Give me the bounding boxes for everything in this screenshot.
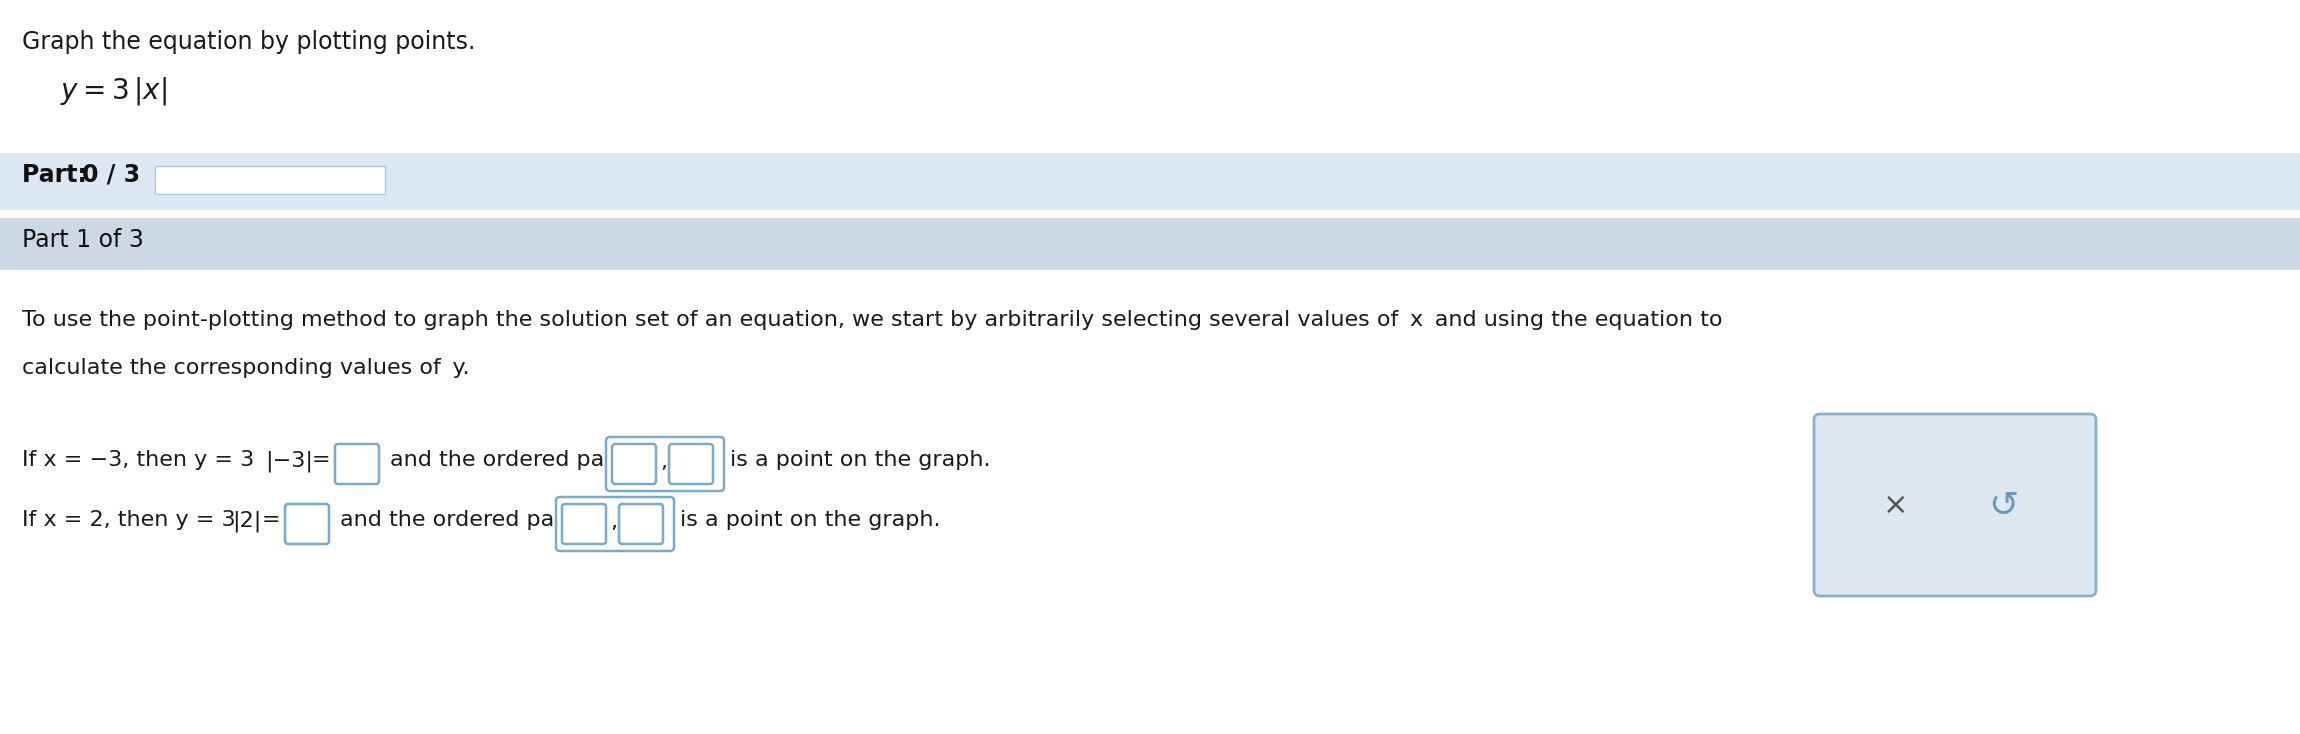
Text: |2|: |2|	[232, 510, 262, 531]
Text: ↺: ↺	[1990, 488, 2019, 522]
Text: ×: ×	[1884, 490, 1909, 520]
Bar	[0, 153, 2300, 210]
Text: ,: ,	[610, 512, 616, 532]
Text: calculate the corresponding values of  y.: calculate the corresponding values of y.	[23, 358, 469, 378]
Bar	[0, 218, 2300, 270]
Text: Part:: Part:	[23, 163, 94, 187]
Text: =: =	[313, 450, 331, 470]
FancyBboxPatch shape	[561, 504, 605, 544]
FancyBboxPatch shape	[1815, 414, 2095, 596]
FancyBboxPatch shape	[336, 444, 380, 484]
FancyBboxPatch shape	[619, 504, 662, 544]
Text: Graph the equation by plotting points.: Graph the equation by plotting points.	[23, 30, 476, 54]
Text: 0 / 3: 0 / 3	[83, 163, 140, 187]
FancyBboxPatch shape	[612, 444, 656, 484]
Text: and the ordered pair: and the ordered pair	[391, 450, 619, 470]
Text: To use the point-plotting method to graph the solution set of an equation, we st: To use the point-plotting method to grap…	[23, 310, 1723, 330]
Text: $y=3\,|x|$: $y=3\,|x|$	[60, 75, 168, 107]
Text: Part 1 of 3: Part 1 of 3	[23, 228, 145, 252]
Text: is a point on the graph.: is a point on the graph.	[729, 450, 991, 470]
Text: =: =	[262, 510, 281, 530]
FancyBboxPatch shape	[669, 444, 713, 484]
Text: |−3|: |−3|	[264, 450, 313, 471]
FancyBboxPatch shape	[285, 504, 329, 544]
Text: ,: ,	[660, 452, 667, 472]
Text: is a point on the graph.: is a point on the graph.	[681, 510, 941, 530]
Text: and the ordered pair: and the ordered pair	[340, 510, 570, 530]
Bar	[154, 166, 384, 194]
FancyBboxPatch shape	[557, 497, 674, 551]
Text: If x = −3, then y = 3: If x = −3, then y = 3	[23, 450, 255, 470]
Text: If x = 2, then y = 3: If x = 2, then y = 3	[23, 510, 235, 530]
FancyBboxPatch shape	[605, 437, 724, 491]
